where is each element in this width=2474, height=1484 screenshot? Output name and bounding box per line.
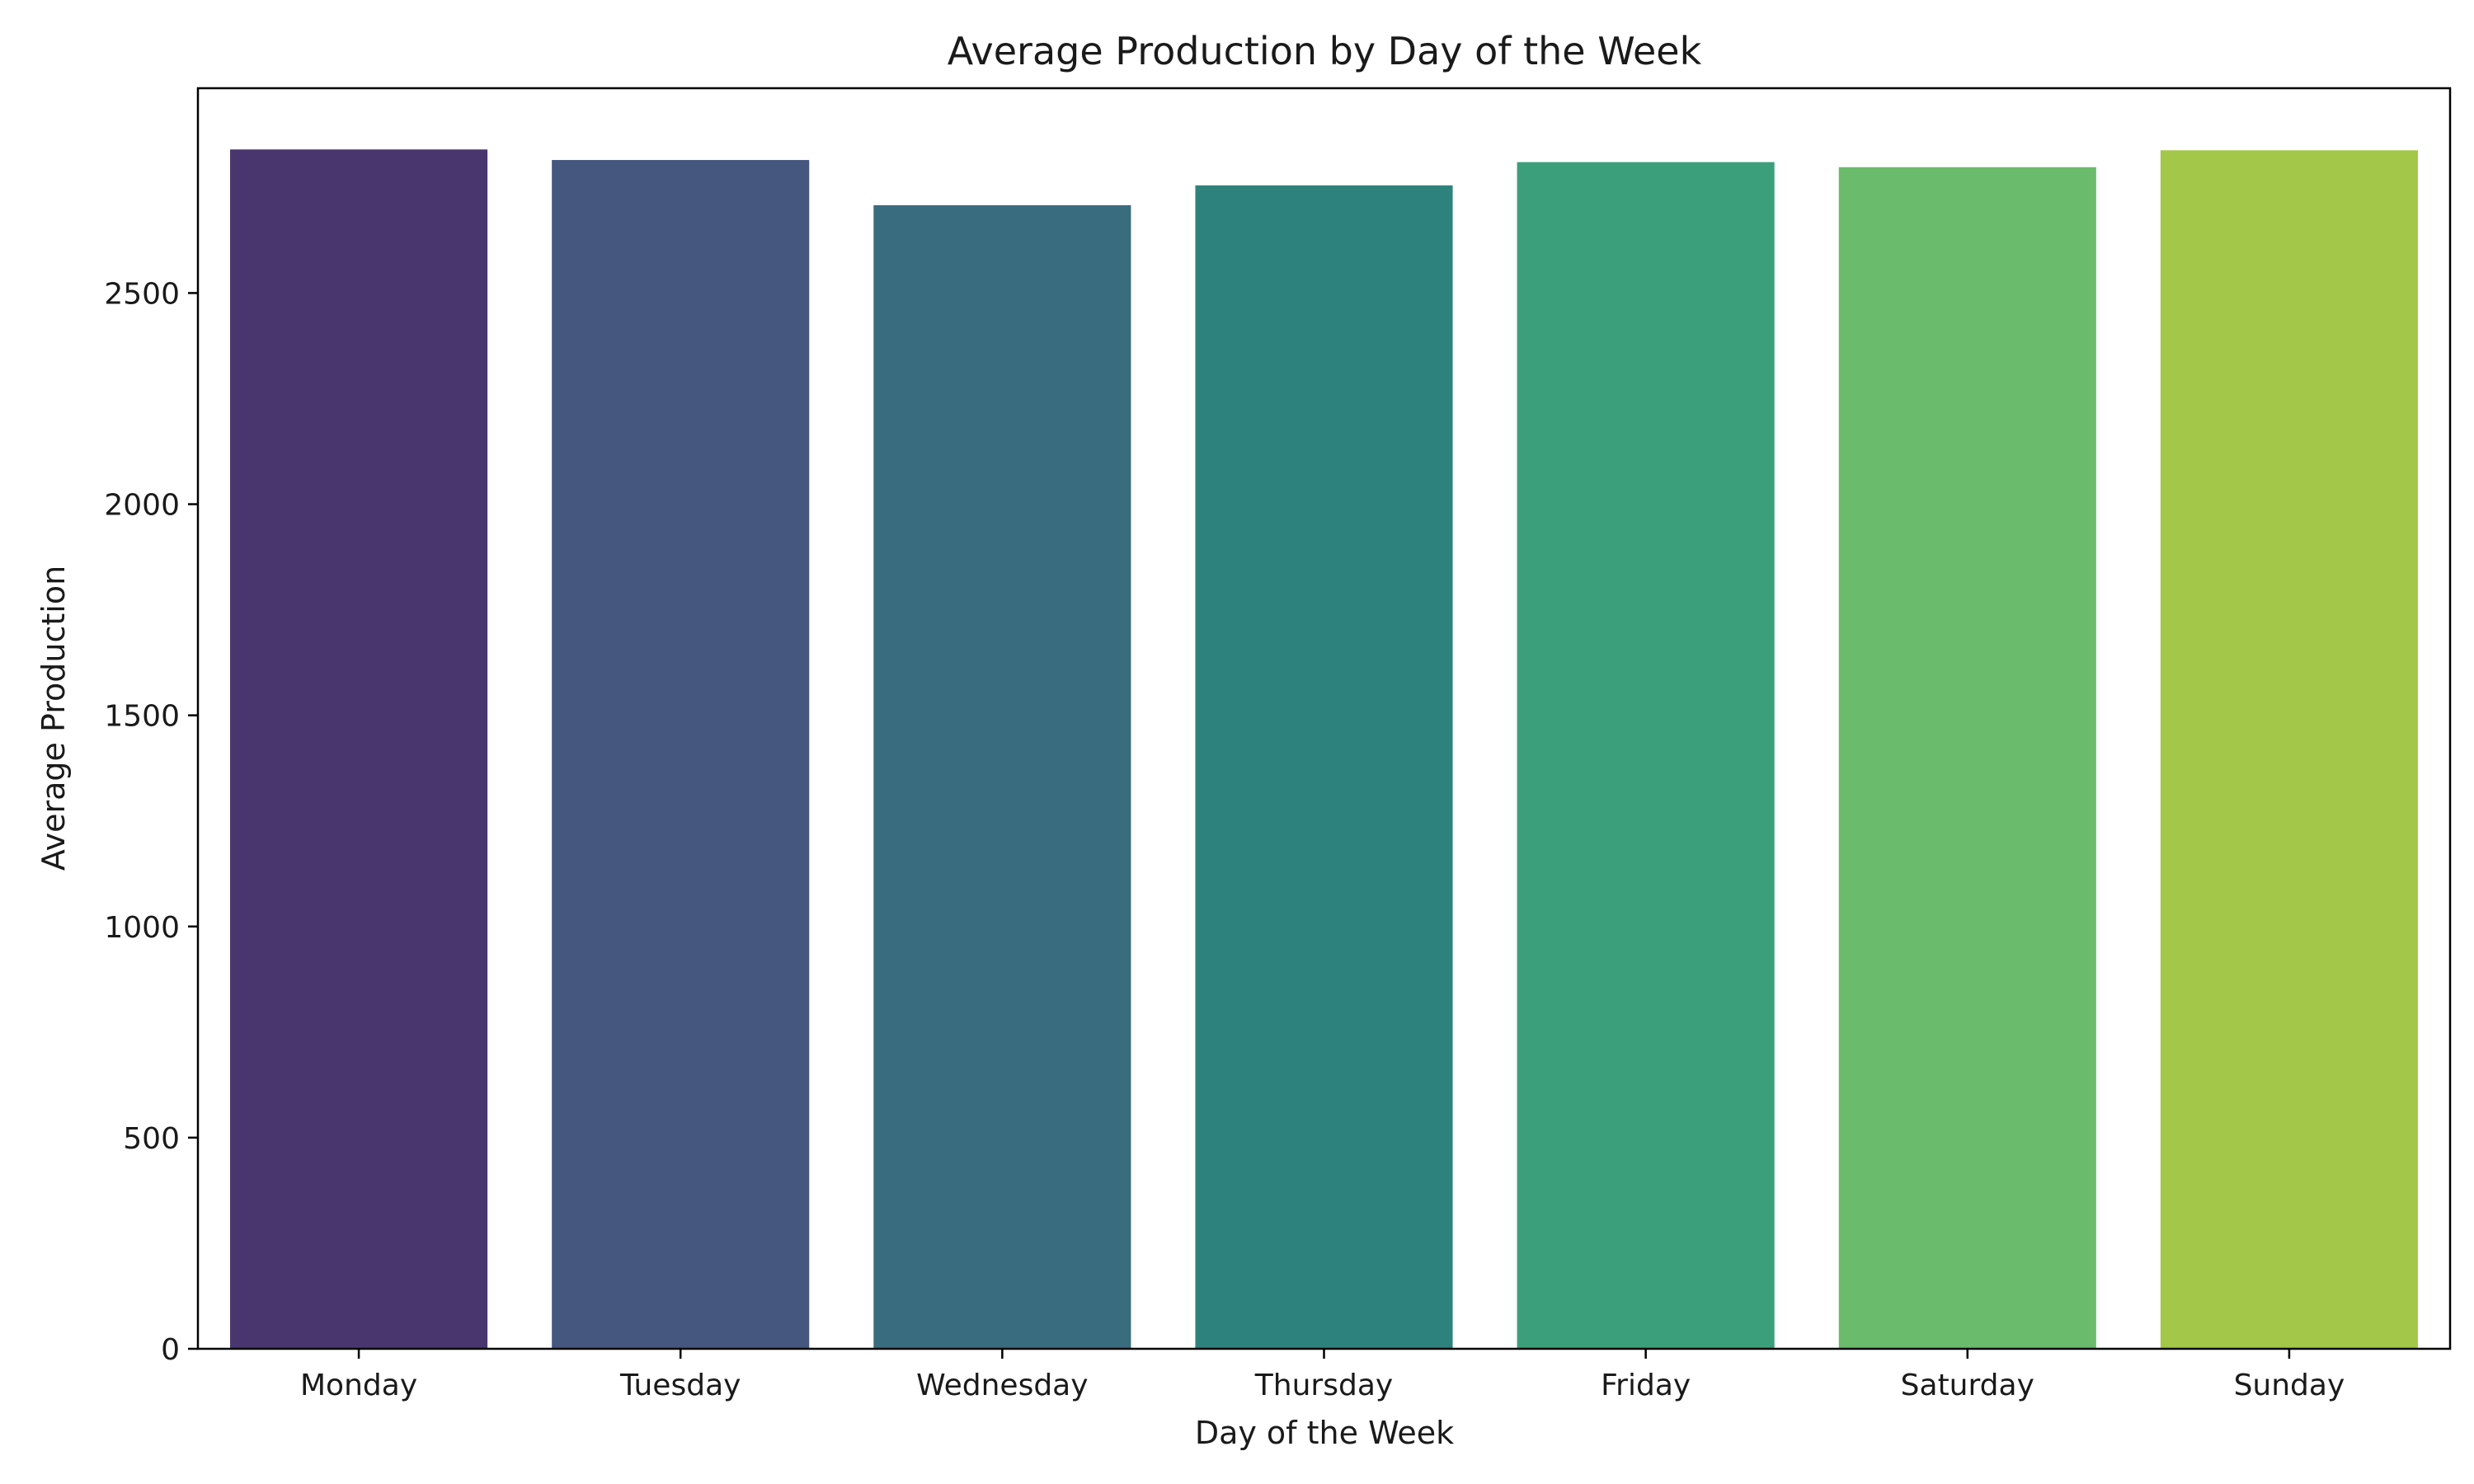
- bar-tuesday: [552, 160, 810, 1349]
- x-tick-label: Friday: [1601, 1369, 1691, 1402]
- chart-title: Average Production by Day of the Week: [948, 29, 1702, 73]
- bars-group: [230, 149, 2418, 1350]
- y-axis: 0 500 1000 1500 2000 2500: [104, 277, 198, 1367]
- x-axis: Monday Tuesday Wednesday Thursday Friday Satu…: [300, 1349, 2345, 1402]
- plot-frame: [196, 87, 2452, 1350]
- x-axis-label: Day of the Week: [1195, 1415, 1454, 1451]
- x-tick-label: Wednesday: [916, 1369, 1088, 1402]
- bar-sunday: [2160, 150, 2418, 1349]
- x-tick-label: Thursday: [1254, 1369, 1393, 1402]
- x-tick-label: Monday: [300, 1369, 417, 1402]
- bar-monday: [230, 149, 488, 1349]
- y-axis-label: Average Production: [35, 566, 72, 871]
- x-tick-label: Tuesday: [619, 1369, 741, 1402]
- bar-friday: [1517, 162, 1775, 1349]
- bar-thursday: [1195, 185, 1453, 1350]
- bar-wednesday: [873, 204, 1131, 1350]
- y-tick-label: 1500: [104, 700, 180, 734]
- y-tick-label: 500: [123, 1122, 180, 1156]
- y-tick-label: 2500: [104, 277, 180, 311]
- x-tick-label: Saturday: [1901, 1369, 2034, 1402]
- y-tick-label: 2000: [104, 489, 180, 523]
- bar-saturday: [1838, 167, 2096, 1349]
- y-tick-label: 1000: [104, 911, 180, 945]
- y-tick-label: 0: [161, 1333, 180, 1367]
- x-tick-label: Sunday: [2234, 1369, 2345, 1402]
